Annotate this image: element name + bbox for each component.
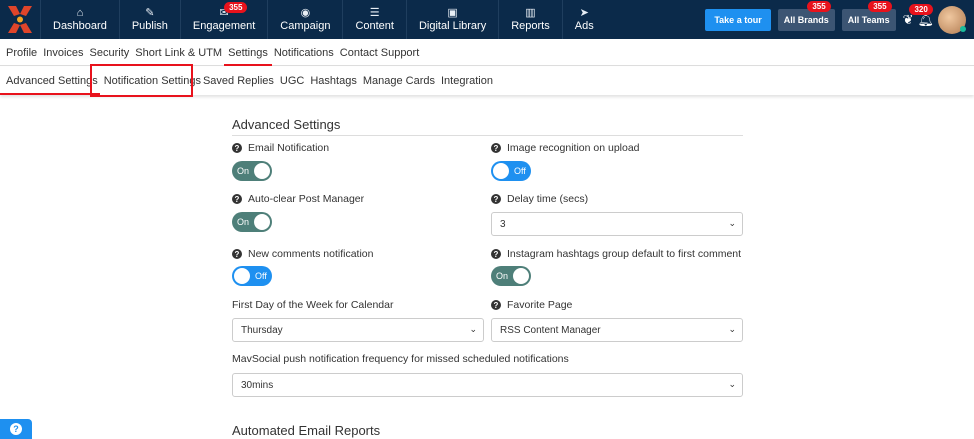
briefcase-icon: ▣ bbox=[447, 7, 458, 19]
all-teams-label: All Teams bbox=[847, 14, 890, 25]
nav-engagement[interactable]: ✉ Engagement 355 bbox=[179, 0, 267, 39]
inbox-icon: ✉ bbox=[219, 7, 229, 19]
nav-content[interactable]: ☰ Content bbox=[342, 0, 406, 39]
avatar[interactable] bbox=[938, 5, 966, 34]
list-icon: ☰ bbox=[369, 7, 380, 19]
nav-label: Content bbox=[355, 20, 394, 32]
tab-settings[interactable]: Settings bbox=[224, 40, 272, 66]
subtab-saved-replies[interactable]: Saved Replies bbox=[202, 75, 274, 87]
nav-dashboard[interactable]: ⌂ Dashboard bbox=[40, 0, 119, 39]
home-icon: ⌂ bbox=[76, 7, 84, 19]
logo[interactable] bbox=[0, 0, 40, 39]
email-notification-toggle[interactable]: On bbox=[232, 161, 272, 181]
chevron-down-icon: ⌄ bbox=[469, 324, 477, 334]
nav-label: Digital Library bbox=[418, 20, 487, 32]
paper-plane-icon: ➤ bbox=[579, 7, 589, 19]
subtab-manage-cards[interactable]: Manage Cards bbox=[362, 75, 435, 87]
help-icon[interactable]: ? bbox=[232, 143, 242, 153]
nav-label: Dashboard bbox=[53, 20, 107, 32]
all-brands-label: All Brands bbox=[783, 14, 829, 25]
image-recognition-toggle[interactable]: Off bbox=[491, 161, 531, 181]
automated-email-reports-title: Automated Email Reports bbox=[232, 423, 381, 438]
nav-reports[interactable]: ▥ Reports bbox=[498, 0, 562, 39]
delay-time-label: ? Delay time (secs) bbox=[491, 193, 588, 205]
tab-profile[interactable]: Profile bbox=[6, 46, 38, 59]
chevron-down-icon: ⌄ bbox=[728, 324, 736, 334]
nav-ads[interactable]: ➤ Ads bbox=[561, 0, 606, 39]
push-frequency-select[interactable]: 30mins ⌄ bbox=[232, 373, 743, 397]
tab-contact-support[interactable]: Contact Support bbox=[339, 46, 420, 59]
divider bbox=[232, 135, 743, 136]
subtab-notification-settings[interactable]: Notification Settings bbox=[103, 75, 201, 87]
new-comments-label: ? New comments notification bbox=[232, 248, 373, 260]
top-navbar: ⌂ Dashboard ✎ Publish ✉ Engagement 355 ◉ Campaig… bbox=[0, 0, 974, 39]
email-notification-label: ? Email Notification bbox=[232, 142, 329, 154]
help-icon[interactable]: ? bbox=[491, 300, 501, 310]
help-icon[interactable]: ? bbox=[491, 249, 501, 259]
delay-time-select[interactable]: 3 ⌄ bbox=[491, 212, 743, 236]
nav-label: Reports bbox=[511, 20, 550, 32]
nav-label: Campaign bbox=[280, 20, 331, 32]
first-day-label: First Day of the Week for Calendar bbox=[232, 299, 394, 311]
tab-invoices[interactable]: Invoices bbox=[43, 46, 84, 59]
highlight-box bbox=[90, 64, 193, 97]
help-icon[interactable]: ? bbox=[232, 194, 242, 204]
all-teams-selector[interactable]: All Teams 355 bbox=[841, 0, 896, 31]
take-a-tour-button[interactable]: Take a tour bbox=[705, 8, 771, 31]
tab-notifications[interactable]: Notifications bbox=[273, 46, 334, 59]
help-icon[interactable]: ? bbox=[232, 249, 242, 259]
edit-icon: ✎ bbox=[145, 7, 155, 19]
teams-badge: 355 bbox=[868, 0, 892, 12]
bell-icon[interactable]: 🔔︎ 320 bbox=[909, 3, 934, 28]
push-frequency-label: MavSocial push notification frequency fo… bbox=[232, 353, 569, 365]
subtab-ugc[interactable]: UGC bbox=[279, 75, 305, 87]
help-icon[interactable]: ? bbox=[491, 194, 501, 204]
bell-badge: 320 bbox=[909, 3, 933, 15]
nav-label: Engagement bbox=[192, 20, 256, 32]
nav-publish[interactable]: ✎ Publish bbox=[118, 0, 180, 39]
auto-clear-toggle[interactable]: On bbox=[232, 212, 272, 232]
chevron-down-icon: ⌄ bbox=[728, 218, 736, 228]
first-day-select[interactable]: Thursday ⌄ bbox=[232, 318, 484, 342]
leaf-icon[interactable]: ❦ bbox=[902, 11, 914, 27]
all-brands-selector[interactable]: All Brands 355 bbox=[777, 0, 835, 31]
nav-label: Ads bbox=[574, 20, 594, 32]
favorite-page-label: ? Favorite Page bbox=[491, 299, 572, 311]
help-icon[interactable]: ? bbox=[491, 143, 501, 153]
nav-digital-library[interactable]: ▣ Digital Library bbox=[405, 0, 498, 39]
image-recognition-label: ? Image recognition on upload bbox=[491, 142, 640, 154]
instagram-hashtags-label: ? Instagram hashtags group default to fir… bbox=[491, 248, 741, 260]
tab-short-link-utm[interactable]: Short Link & UTM bbox=[135, 46, 223, 59]
favorite-page-select[interactable]: RSS Content Manager ⌄ bbox=[491, 318, 743, 342]
tab-security[interactable]: Security bbox=[89, 46, 130, 59]
help-button[interactable]: ? bbox=[0, 419, 32, 439]
question-icon: ? bbox=[10, 423, 22, 435]
engagement-badge: 355 bbox=[224, 2, 248, 13]
settings-tabs: Profile Invoices Security Short Link & UTM S… bbox=[0, 40, 974, 66]
bar-chart-icon: ▥ bbox=[525, 7, 536, 19]
target-icon: ◉ bbox=[300, 7, 311, 19]
nav-label: Publish bbox=[131, 20, 168, 32]
brands-badge: 355 bbox=[807, 0, 831, 12]
settings-subtabs: Advanced Settings Notification Settings Sa… bbox=[0, 67, 974, 95]
subtab-hashtags[interactable]: Hashtags bbox=[310, 75, 357, 87]
subtab-integration[interactable]: Integration bbox=[440, 75, 493, 87]
section-title: Advanced Settings bbox=[232, 117, 341, 132]
new-comments-toggle[interactable]: Off bbox=[232, 266, 272, 286]
chevron-down-icon: ⌄ bbox=[728, 379, 736, 389]
auto-clear-label: ? Auto-clear Post Manager bbox=[232, 193, 364, 205]
instagram-hashtags-toggle[interactable]: On bbox=[491, 266, 531, 286]
nav-campaign[interactable]: ◉ Campaign bbox=[267, 0, 342, 39]
subtab-advanced-settings[interactable]: Advanced Settings bbox=[0, 67, 100, 95]
